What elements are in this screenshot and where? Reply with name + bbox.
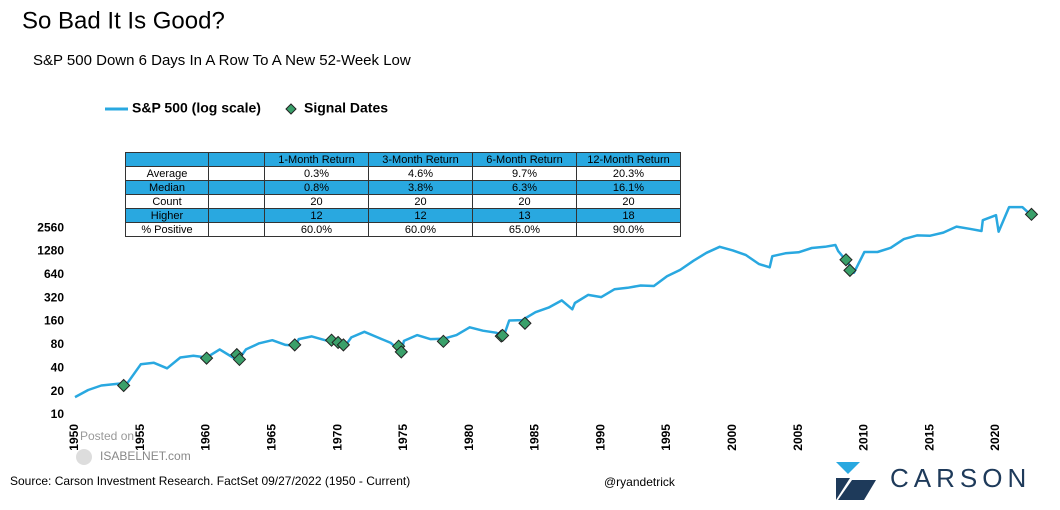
table-cell: % Positive	[125, 222, 209, 237]
x-tick-label: 1985	[528, 424, 542, 451]
table-row: Average 0.3% 4.6% 9.7% 20.3%	[125, 166, 681, 181]
signal-marker	[232, 352, 247, 367]
legend-label: S&P 500 (log scale)	[132, 100, 261, 116]
signal-marker	[495, 328, 510, 343]
watermark-icon	[76, 449, 92, 465]
logo-icon	[838, 480, 876, 500]
signal-marker	[199, 351, 214, 365]
logo-icon	[836, 462, 860, 474]
table-cell: 65.0%	[472, 222, 577, 237]
stats-table: 1-Month Return 3-Month Return 6-Month Retu…	[125, 152, 681, 237]
x-tick-label: 2000	[725, 424, 739, 451]
x-tick-label: 1960	[199, 424, 213, 451]
x-tick-label: 2010	[857, 424, 871, 451]
table-cell: Count	[125, 194, 209, 209]
legend-label: Signal Dates	[304, 100, 388, 116]
table-cell: 4.6%	[368, 166, 473, 181]
y-tick-label: 1280	[37, 244, 64, 258]
column-header: 3-Month Return	[368, 152, 473, 167]
table-row: Count 20 20 20 20	[125, 194, 681, 209]
table-cell: 18	[576, 208, 681, 223]
table-cell	[208, 194, 265, 209]
column-header: 12-Month Return	[576, 152, 681, 167]
table-cell: Median	[125, 180, 209, 195]
x-tick-label: 1995	[659, 424, 673, 451]
table-cell	[208, 166, 265, 181]
watermark: Posted on	[80, 429, 134, 443]
column-header: 1-Month Return	[264, 152, 369, 167]
source: Source: Carson Investment Research. Fact…	[10, 474, 410, 488]
table-cell: 60.0%	[264, 222, 369, 237]
table-cell: 20	[368, 194, 473, 209]
table-cell: 20	[472, 194, 577, 209]
table-cell: 60.0%	[368, 222, 473, 237]
x-tick-label: 1975	[396, 424, 410, 451]
signal-marker	[288, 338, 302, 352]
y-tick-label: 640	[44, 267, 64, 281]
table-cell: Higher	[125, 208, 209, 223]
table-row: Median 0.8% 3.8% 6.3% 16.1%	[125, 180, 681, 195]
x-tick-label: 1950	[67, 424, 81, 451]
table-row: Higher 12 12 13 18	[125, 208, 681, 223]
x-tick-label: 1955	[133, 424, 147, 451]
x-tick-label: 1980	[462, 424, 476, 451]
table-cell	[208, 208, 265, 223]
signal-marker	[436, 334, 451, 349]
table-cell: 90.0%	[576, 222, 681, 237]
x-tick-label: 2020	[988, 424, 1002, 451]
table-cell: 3.8%	[368, 180, 473, 195]
table-cell	[208, 222, 265, 237]
column-header: 6-Month Return	[472, 152, 577, 167]
signal-marker	[394, 345, 408, 359]
signal-marker	[1024, 207, 1039, 222]
signal-marker	[839, 253, 853, 267]
table-cell	[208, 180, 265, 195]
table-cell: Average	[125, 166, 209, 181]
table-cell: 0.8%	[264, 180, 369, 195]
table-cell: 12	[264, 208, 369, 223]
x-tick-label: 2005	[791, 424, 805, 451]
table-row: % Positive 60.0% 60.0% 65.0% 90.0%	[125, 222, 681, 237]
logo-icon	[836, 478, 850, 500]
handle: @ryandetrick	[604, 475, 676, 489]
chart-title: So Bad It Is Good?	[22, 7, 225, 34]
y-tick-label: 20	[51, 384, 65, 398]
sp500-line	[74, 205, 1033, 399]
y-tick-label: 40	[51, 360, 65, 374]
table-cell: 20.3%	[576, 166, 681, 181]
x-tick-label: 1990	[593, 424, 607, 451]
signal-marker	[116, 378, 131, 393]
table-cell: 13	[472, 208, 577, 223]
signal-marker	[518, 316, 532, 330]
y-tick-label: 2560	[37, 220, 64, 234]
signal-marker	[336, 338, 351, 352]
watermark: ISABELNET.com	[100, 449, 191, 463]
table-cell: 9.7%	[472, 166, 577, 181]
table-cell: 20	[264, 194, 369, 209]
y-tick-label: 160	[44, 314, 64, 328]
logo-text: CARSON	[890, 463, 1031, 493]
table-cell: 20	[576, 194, 681, 209]
y-tick-label: 80	[51, 337, 65, 351]
table-cell: 12	[368, 208, 473, 223]
legend-marker	[285, 103, 297, 115]
table-cell: 0.3%	[264, 166, 369, 181]
y-tick-label: 10	[51, 407, 65, 421]
table-cell: 6.3%	[472, 180, 577, 195]
x-tick-label: 1965	[265, 424, 279, 451]
chart-subtitle: S&P 500 Down 6 Days In A Row To A New 52…	[33, 52, 411, 69]
x-tick-label: 2015	[922, 424, 936, 451]
table-header: 1-Month Return 3-Month Return 6-Month Retu…	[125, 152, 681, 167]
table-cell: 16.1%	[576, 180, 681, 195]
x-tick-label: 1970	[330, 424, 344, 451]
signal-marker	[843, 263, 857, 278]
y-tick-label: 320	[44, 290, 64, 304]
